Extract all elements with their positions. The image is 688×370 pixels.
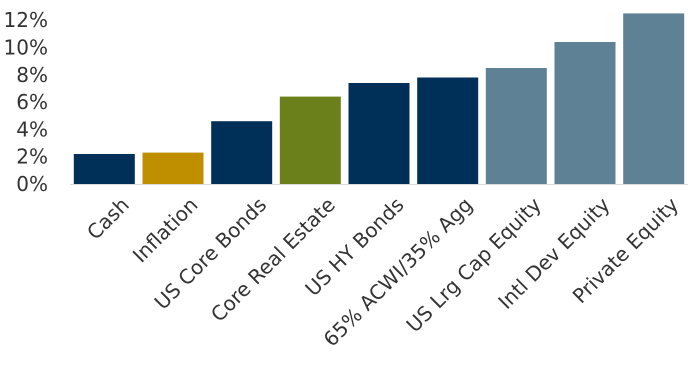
y-axis-labels: 0% 2% 4% 6% 8% 10% 12% — [4, 8, 48, 196]
bar-us-core-bonds — [211, 121, 273, 184]
y-tick-label: 6% — [16, 90, 48, 114]
bar-us-lrg-cap-equity — [485, 68, 547, 184]
x-category-label: Cash — [82, 193, 134, 245]
bar-us-hy-bonds — [348, 83, 410, 184]
x-category-label: Core Real Estate — [206, 193, 340, 327]
bar-intl-dev-equity — [554, 42, 616, 184]
y-tick-label: 12% — [4, 8, 48, 32]
bar-inflation — [142, 152, 204, 184]
bar-private-equity — [623, 13, 685, 185]
bar-65-acwi-35-agg — [417, 77, 479, 184]
bar-cash — [73, 154, 135, 184]
bars — [73, 13, 685, 185]
y-tick-label: 8% — [16, 63, 48, 87]
y-tick-label: 2% — [16, 145, 48, 169]
y-tick-label: 10% — [4, 36, 48, 60]
y-tick-label: 0% — [16, 172, 48, 196]
y-tick-label: 4% — [16, 117, 48, 141]
bar-core-real-estate — [279, 96, 341, 184]
